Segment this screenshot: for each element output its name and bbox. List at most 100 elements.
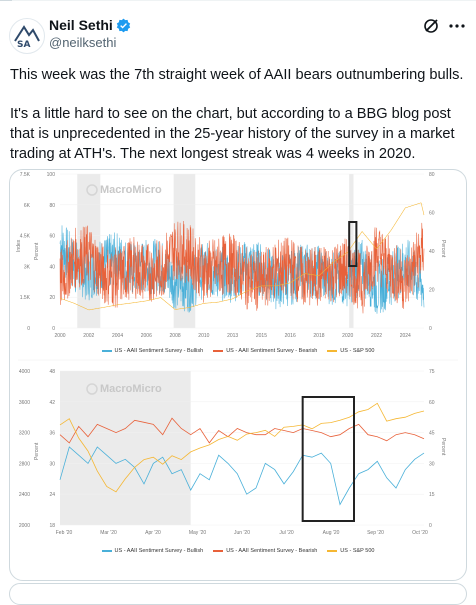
y-mid-tick: 18	[49, 523, 55, 529]
author-handle[interactable]: @neilksethi	[49, 35, 117, 50]
y-right-tick: 0	[429, 523, 432, 529]
y-left-tick: 0	[27, 326, 30, 332]
y-right-tick: 75	[429, 369, 435, 375]
watermark-text: MacroMicro	[100, 383, 162, 395]
y-mid-tick: 80	[49, 203, 55, 209]
legend-label: US - AAII Sentiment Survey - Bullish	[114, 348, 204, 354]
series-line-sp500	[59, 202, 425, 311]
x-tick: Feb '20	[56, 530, 73, 536]
y-left-tick: 1.5K	[20, 295, 31, 301]
avatar-text: SA	[17, 40, 30, 50]
legend-label: US - AAII Sentiment Survey - Bearish	[226, 348, 318, 354]
y-right-tick: 40	[429, 249, 435, 255]
y-right-label: Percent	[440, 438, 446, 456]
y-mid-tick: 36	[49, 431, 55, 437]
y-left-tick: 2000	[19, 523, 30, 529]
more-options-icon[interactable]	[447, 17, 467, 35]
recession-shade	[60, 371, 191, 525]
tweet-media-chart[interactable]: 0 1.5K 3K 4.5K 6K 7.5K 0 20 40 60 80 100 0 20 40 60 80 In…	[9, 169, 467, 581]
y-left-label: Index	[16, 239, 22, 252]
highlight-box	[348, 221, 358, 267]
y-left-tick: 2800	[19, 461, 30, 467]
legend-label: US - AAII Sentiment Survey - Bearish	[226, 548, 318, 554]
y-right-tick: 15	[429, 492, 435, 498]
x-tick: 2006	[141, 333, 152, 339]
x-tick: 2022	[371, 333, 382, 339]
x-tick: 2010	[198, 333, 209, 339]
y-left-tick: 3600	[19, 400, 30, 406]
x-tick: Mar '20	[100, 530, 117, 536]
y-mid-label: Percent	[34, 242, 40, 260]
legend-label: US - AAII Sentiment Survey - Bullish	[114, 548, 204, 554]
x-tick: Apr '20	[145, 530, 161, 536]
y-mid-tick: 60	[49, 234, 55, 240]
watermark-logo-icon	[86, 184, 98, 196]
thread-connector	[0, 0, 12, 5]
y-left-tick: 4.5K	[20, 234, 31, 240]
highlight-box	[301, 396, 355, 522]
legend-item-bullish[interactable]: US - AAII Sentiment Survey - Bullish	[101, 348, 204, 354]
x-tick: 2016	[285, 333, 296, 339]
tweet-text: This week was the 7th straight week of A…	[10, 65, 468, 164]
y-mid-label: Percent	[34, 442, 40, 460]
y-mid-tick: 20	[49, 295, 55, 301]
y-mid-tick: 42	[49, 400, 55, 406]
bottom-chart-legend: US - AAII Sentiment Survey - Bullish US …	[10, 548, 466, 554]
x-tick: 2004	[112, 333, 123, 339]
x-tick: Oct '20	[412, 530, 428, 536]
legend-item-bearish[interactable]: US - AAII Sentiment Survey - Bearish	[213, 348, 317, 354]
recession-shade	[349, 174, 354, 328]
x-tick: 2015	[256, 333, 267, 339]
legend-item-sp500[interactable]: US - S&P 500	[327, 348, 374, 354]
grok-icon[interactable]	[423, 18, 439, 34]
x-tick: 2024	[400, 333, 411, 339]
y-right-tick: 20	[429, 288, 435, 294]
y-right-tick: 0	[429, 326, 432, 332]
x-tick: 2000	[54, 333, 65, 339]
x-tick: 2008	[170, 333, 181, 339]
verified-badge-icon	[116, 18, 130, 32]
watermark-text: MacroMicro	[100, 184, 162, 196]
x-tick: Aug '20	[323, 530, 340, 536]
author-name-row[interactable]: Neil Sethi	[49, 17, 131, 33]
avatar[interactable]: SA	[9, 18, 45, 54]
author-name[interactable]: Neil Sethi	[49, 17, 113, 33]
bottom-chart: 2000 2400 2800 3200 3600 4000 18 24 30 36 42 48 0 15 3…	[19, 369, 446, 536]
x-tick: 2020	[342, 333, 353, 339]
y-mid-tick: 40	[49, 264, 55, 270]
tweet-paragraph-2: It's a little hard to see on the chart, …	[10, 106, 455, 162]
x-tick: Jun '20	[234, 530, 250, 536]
series-line-sp500	[59, 402, 425, 493]
y-left-tick: 2400	[19, 492, 30, 498]
y-right-label: Percent	[440, 240, 446, 258]
x-tick: 2002	[83, 333, 94, 339]
x-tick: 2018	[313, 333, 324, 339]
x-tick: 2013	[227, 333, 238, 339]
legend-item-bearish[interactable]: US - AAII Sentiment Survey - Bearish	[213, 548, 317, 554]
y-right-tick: 60	[429, 400, 435, 406]
legend-item-sp500[interactable]: US - S&P 500	[327, 548, 374, 554]
top-chart-legend: US - AAII Sentiment Survey - Bullish US …	[10, 348, 466, 354]
legend-label: US - S&P 500	[340, 548, 375, 554]
y-mid-tick: 100	[47, 172, 56, 178]
y-right-tick: 45	[429, 431, 435, 437]
y-mid-tick: 0	[52, 326, 55, 332]
watermark-logo-icon	[86, 383, 98, 395]
top-divider	[0, 0, 476, 1]
avatar-logo-icon: SA	[14, 25, 40, 50]
y-mid-tick: 24	[49, 492, 55, 498]
y-left-tick: 3200	[19, 431, 30, 437]
y-mid-tick: 48	[49, 369, 55, 375]
y-left-tick: 6K	[24, 203, 31, 209]
series-line-bullish	[59, 446, 425, 506]
legend-item-bullish[interactable]: US - AAII Sentiment Survey - Bullish	[101, 548, 204, 554]
chart-canvas: 0 1.5K 3K 4.5K 6K 7.5K 0 20 40 60 80 100 0 20 40 60 80 In…	[16, 172, 458, 536]
y-left-tick: 7.5K	[20, 172, 31, 178]
x-tick: Jul '20	[279, 530, 294, 536]
next-card-edge	[9, 583, 467, 605]
x-tick: May '20	[189, 530, 207, 536]
series-line-bearish	[59, 220, 425, 314]
y-left-tick: 4000	[19, 369, 30, 375]
y-right-tick: 60	[429, 211, 435, 217]
series-line-bearish	[59, 417, 425, 444]
